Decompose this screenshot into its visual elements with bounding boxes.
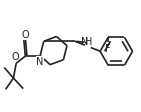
- Text: F: F: [105, 43, 111, 53]
- Text: O: O: [12, 52, 19, 62]
- Text: N: N: [81, 37, 89, 47]
- Text: O: O: [22, 29, 29, 39]
- Text: H: H: [85, 36, 92, 46]
- Text: N: N: [37, 57, 44, 67]
